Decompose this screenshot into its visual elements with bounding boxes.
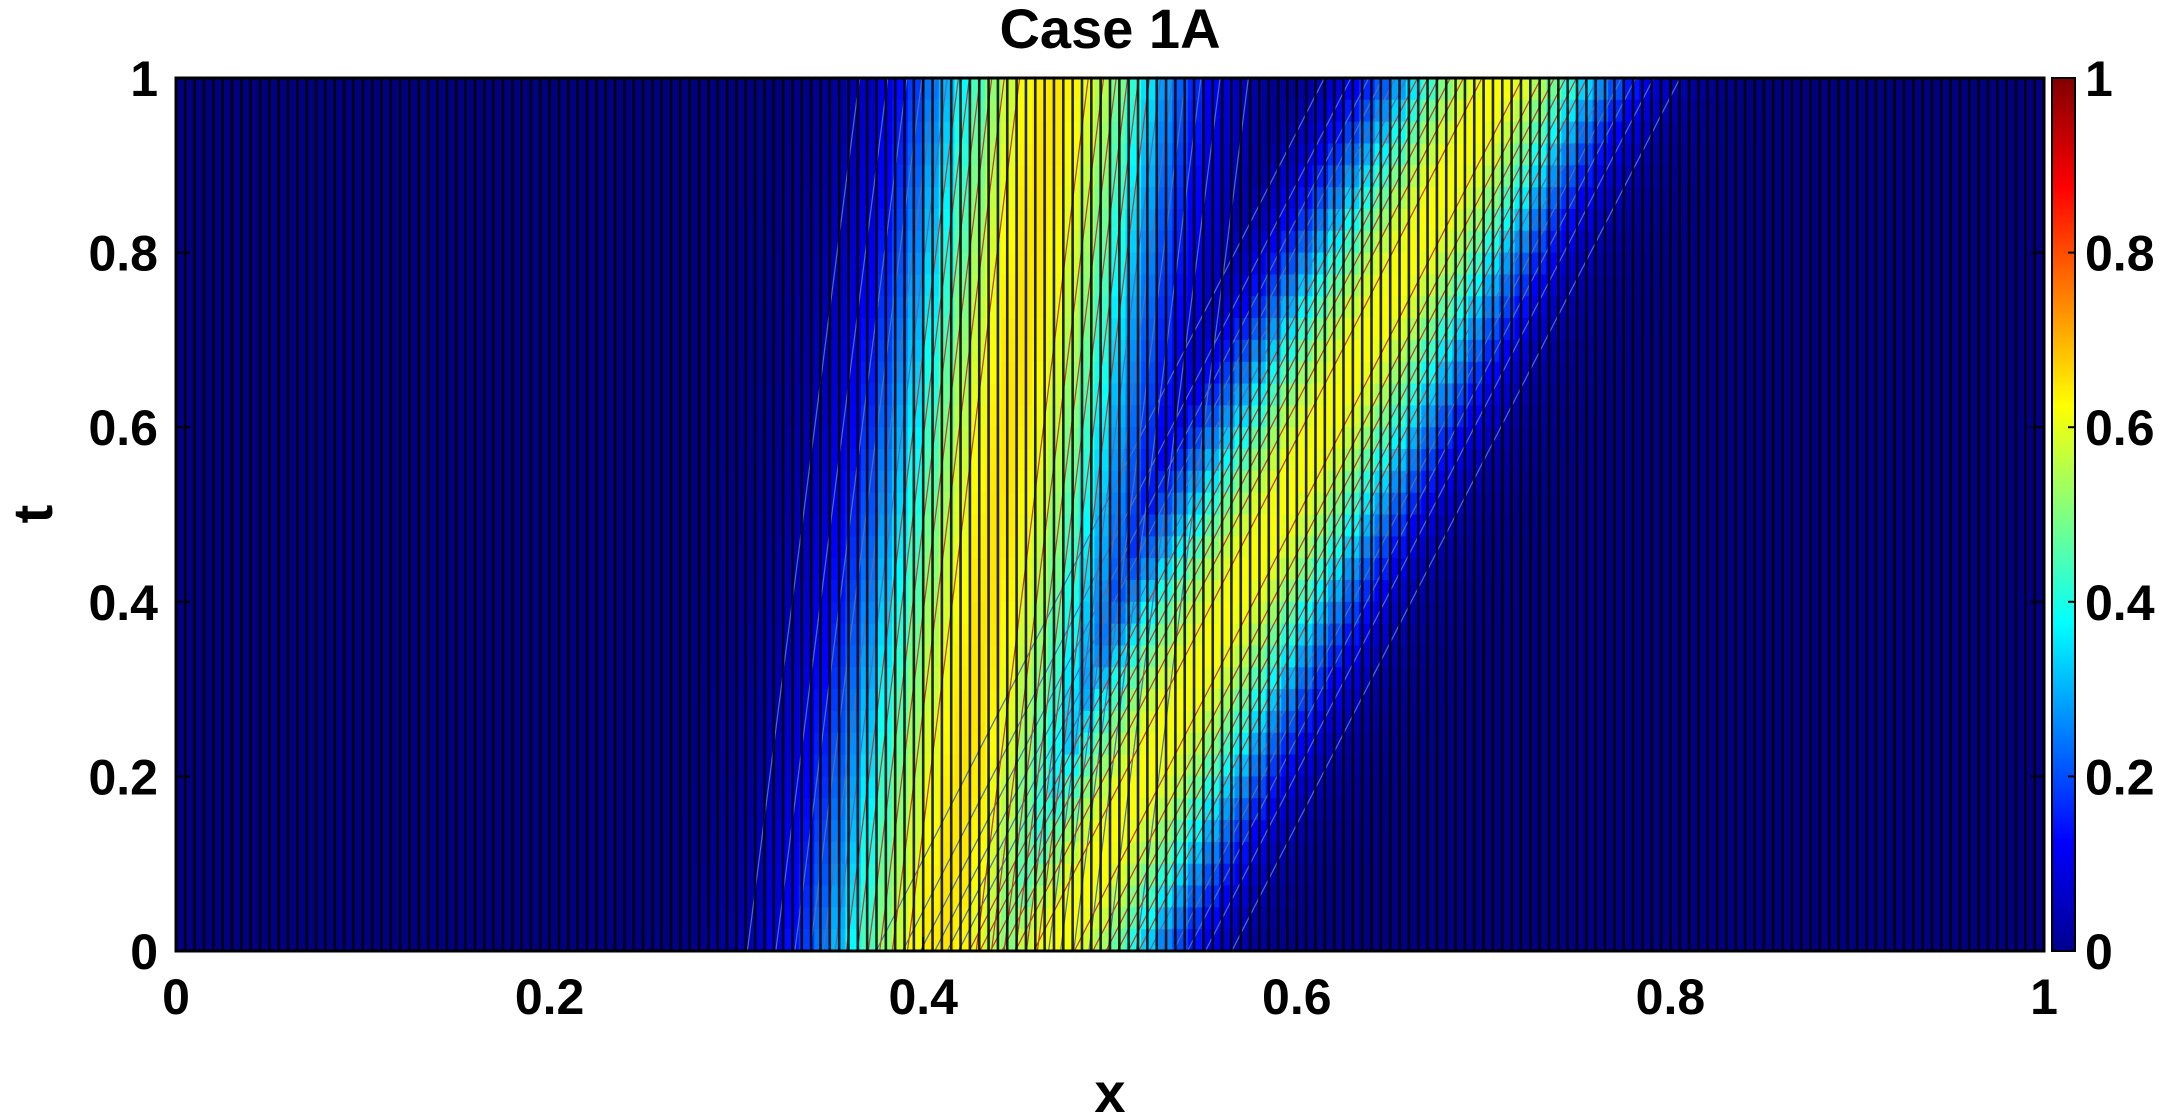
colorbar-tick-label: 0.2 xyxy=(2085,749,2155,805)
contour-line xyxy=(891,78,1005,951)
plot-frame xyxy=(174,76,2046,953)
x-tick-label: 0.8 xyxy=(1636,969,1706,1025)
contour-line xyxy=(906,78,1021,951)
y-tick-label: 1 xyxy=(130,51,158,107)
contour-line xyxy=(1001,78,1451,951)
contour-line xyxy=(1073,78,1524,951)
contour-line xyxy=(1160,78,1610,951)
contour-line xyxy=(1148,78,1599,951)
contour-line xyxy=(1092,78,1542,951)
contour-line xyxy=(1036,78,1151,951)
colorbar-ticks: 0 0.2 0.4 0.6 0.8 1 xyxy=(2068,51,2155,980)
y-tick-label: 0.6 xyxy=(88,400,158,456)
colorbar-tick-label: 1 xyxy=(2085,51,2113,107)
x-tick-label: 1 xyxy=(2030,969,2058,1025)
colorbar-tick-label: 0.4 xyxy=(2085,575,2155,631)
colorbar-tick-label: 0.8 xyxy=(2085,226,2155,282)
mesh-lines xyxy=(176,78,2044,951)
x-axis-ticks: 0 0.2 0.4 0.6 0.8 1 xyxy=(162,78,2058,1025)
colorbar xyxy=(2051,77,2076,952)
y-axis-ticks: 0 0.2 0.4 0.6 0.8 1 xyxy=(88,51,2044,980)
contour-line xyxy=(822,78,936,951)
contour-line xyxy=(845,78,959,951)
x-tick-label: 0 xyxy=(162,969,190,1025)
x-tick-label: 0.6 xyxy=(1262,969,1332,1025)
contour-line xyxy=(1060,78,1174,951)
contour-line xyxy=(934,78,1384,951)
x-tick-label: 0.2 xyxy=(515,969,585,1025)
plot-area xyxy=(176,78,2044,951)
contour-line xyxy=(989,78,1440,951)
contour-line xyxy=(1048,78,1162,951)
contour-line xyxy=(1107,78,1221,951)
contour-line xyxy=(1003,78,1117,951)
colorbar-tick-label: 0 xyxy=(2085,924,2113,980)
contour-line xyxy=(1105,78,1555,951)
contour-line xyxy=(902,78,1352,951)
contour-line xyxy=(1014,78,1465,951)
x-axis-label: x xyxy=(1094,1061,1125,1120)
contour-line xyxy=(957,78,1408,951)
contour-line xyxy=(775,78,889,951)
y-tick-label: 0.2 xyxy=(88,749,158,805)
contour-line xyxy=(879,78,993,951)
y-axis-label: t xyxy=(1,505,64,524)
contour-line xyxy=(990,78,1105,951)
contour-line xyxy=(946,78,1397,951)
colorbar-tick-label: 0.6 xyxy=(2085,400,2155,456)
y-tick-label: 0.4 xyxy=(88,575,158,631)
chart-title: Case 1A xyxy=(999,0,1220,60)
x-tick-label: 0.4 xyxy=(888,969,958,1025)
contour-line xyxy=(1186,78,1637,951)
contour-line xyxy=(975,78,1089,951)
contour-line xyxy=(834,78,948,951)
y-tick-label: 0 xyxy=(130,924,158,980)
contour-line xyxy=(746,78,861,951)
contour-line xyxy=(794,78,908,951)
contour-line xyxy=(1116,78,1567,951)
y-tick-label: 0.8 xyxy=(88,226,158,282)
contour-line xyxy=(1172,78,1623,951)
contour-line xyxy=(1204,78,1655,951)
contour-line xyxy=(1033,78,1483,951)
contour-line xyxy=(1135,78,1249,951)
